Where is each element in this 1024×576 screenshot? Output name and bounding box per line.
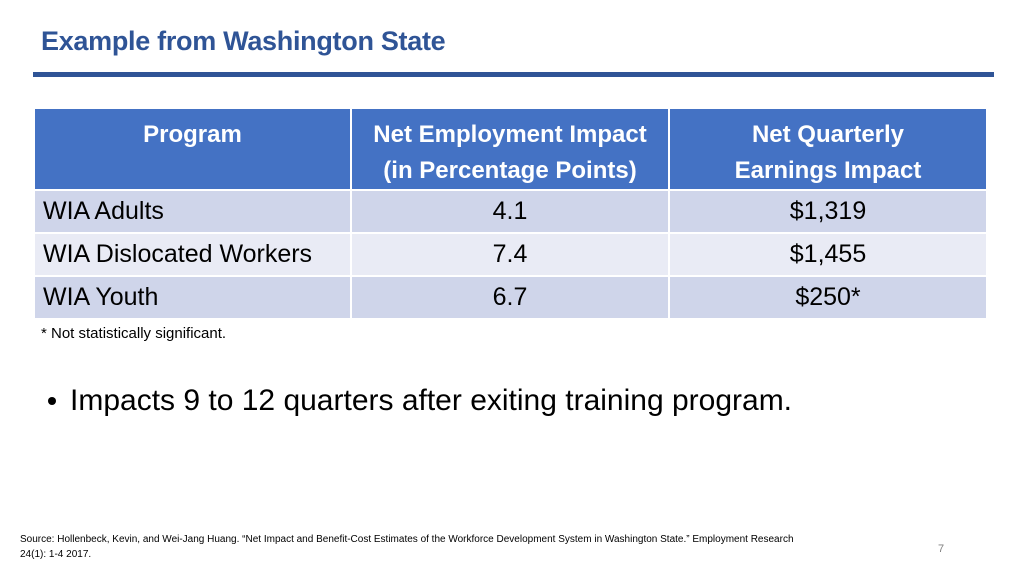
header-earnings-line1: Net Quarterly: [751, 121, 905, 148]
header-employment-line2: (in Percentage Points): [383, 157, 637, 184]
source-line2: 24(1): 1-4 2017.: [20, 549, 92, 560]
header-program-line1: Program: [143, 121, 242, 148]
header-earnings-impact: Net Quarterly Earnings Impact: [668, 107, 988, 191]
source-line1: Source: Hollenbeck, Kevin, and Wei-Jang …: [20, 534, 794, 545]
table-row: WIA Adults 4.1 $1,319: [33, 189, 988, 234]
page-number: 7: [938, 543, 945, 555]
header-earnings-line2: Earnings Impact: [734, 157, 922, 184]
header-employment-line1: Net Employment Impact: [373, 121, 647, 148]
header-program: Program: [33, 107, 352, 191]
cell-employment-impact: 7.4: [350, 232, 670, 277]
cell-earnings-impact: $1,455: [668, 232, 988, 277]
bullet-item: Impacts 9 to 12 quarters after exiting t…: [48, 384, 792, 418]
cell-program: WIA Dislocated Workers: [33, 232, 352, 277]
slide-title: Example from Washington State: [41, 26, 446, 56]
cell-earnings-impact: $1,319: [668, 189, 988, 234]
title-divider: [33, 72, 994, 77]
source-citation: Source: Hollenbeck, Kevin, and Wei-Jang …: [20, 532, 860, 562]
bullet-dot-icon: [48, 397, 56, 405]
cell-program: WIA Adults: [33, 189, 352, 234]
table-footnote: * Not statistically significant.: [41, 325, 227, 342]
bullet-text: Impacts 9 to 12 quarters after exiting t…: [70, 384, 793, 417]
cell-employment-impact: 6.7: [350, 275, 670, 320]
table-header-row: Program Net Employment Impact (in Percen…: [33, 107, 988, 191]
header-employment-impact: Net Employment Impact (in Percentage Poi…: [350, 107, 670, 191]
results-table: Program Net Employment Impact (in Percen…: [33, 107, 988, 320]
table-row: WIA Dislocated Workers 7.4 $1,455: [33, 232, 988, 277]
cell-employment-impact: 4.1: [350, 189, 670, 234]
cell-earnings-impact: $250*: [668, 275, 988, 320]
table-row: WIA Youth 6.7 $250*: [33, 275, 988, 320]
cell-program: WIA Youth: [33, 275, 352, 320]
